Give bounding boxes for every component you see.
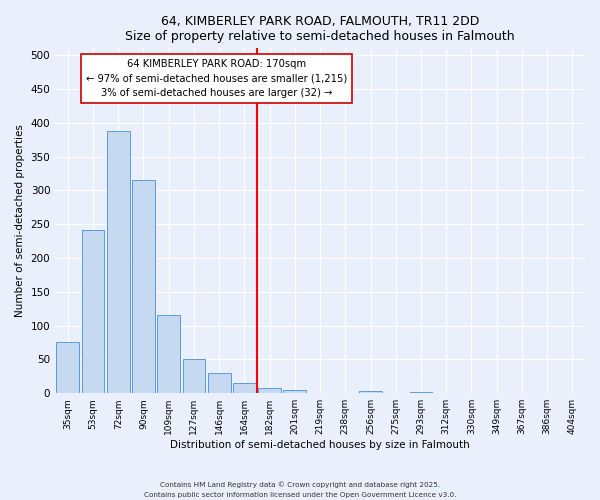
Bar (56, 342, 79, 393)
Bar (359, 391, 382, 393)
Bar (233, 383, 256, 393)
Bar (283, 390, 306, 393)
Bar (132, 180, 155, 393)
Bar (410, 392, 433, 393)
Bar (182, 360, 205, 393)
Bar (107, 131, 130, 393)
Bar (258, 388, 281, 393)
Bar (208, 373, 230, 393)
Y-axis label: Number of semi-detached properties: Number of semi-detached properties (15, 124, 25, 317)
Bar (82, 230, 104, 393)
Text: 64 KIMBERLEY PARK ROAD: 170sqm
← 97% of semi-detached houses are smaller (1,215): 64 KIMBERLEY PARK ROAD: 170sqm ← 97% of … (86, 58, 347, 98)
Text: Contains HM Land Registry data © Crown copyright and database right 2025.
Contai: Contains HM Land Registry data © Crown c… (144, 482, 456, 498)
Title: 64, KIMBERLEY PARK ROAD, FALMOUTH, TR11 2DD
Size of property relative to semi-de: 64, KIMBERLEY PARK ROAD, FALMOUTH, TR11 … (125, 15, 515, 43)
Bar (157, 316, 180, 393)
X-axis label: Distribution of semi-detached houses by size in Falmouth: Distribution of semi-detached houses by … (170, 440, 470, 450)
